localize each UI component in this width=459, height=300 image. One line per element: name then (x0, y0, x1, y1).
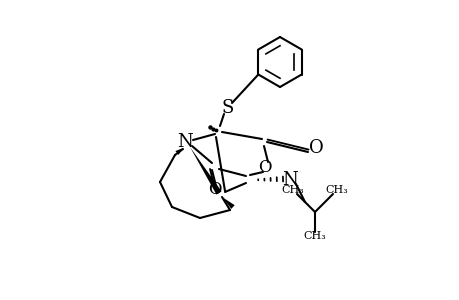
Polygon shape (175, 148, 183, 155)
Polygon shape (190, 147, 221, 195)
Text: S: S (221, 99, 234, 117)
Text: CH₃: CH₃ (325, 185, 347, 195)
Polygon shape (222, 197, 234, 209)
Text: N: N (281, 171, 297, 189)
Text: O: O (208, 182, 221, 199)
Text: CH₃: CH₃ (303, 231, 326, 241)
Text: N: N (177, 133, 192, 151)
Text: O: O (257, 158, 271, 176)
Text: O: O (308, 139, 323, 157)
Text: CH₃: CH₃ (281, 185, 304, 195)
